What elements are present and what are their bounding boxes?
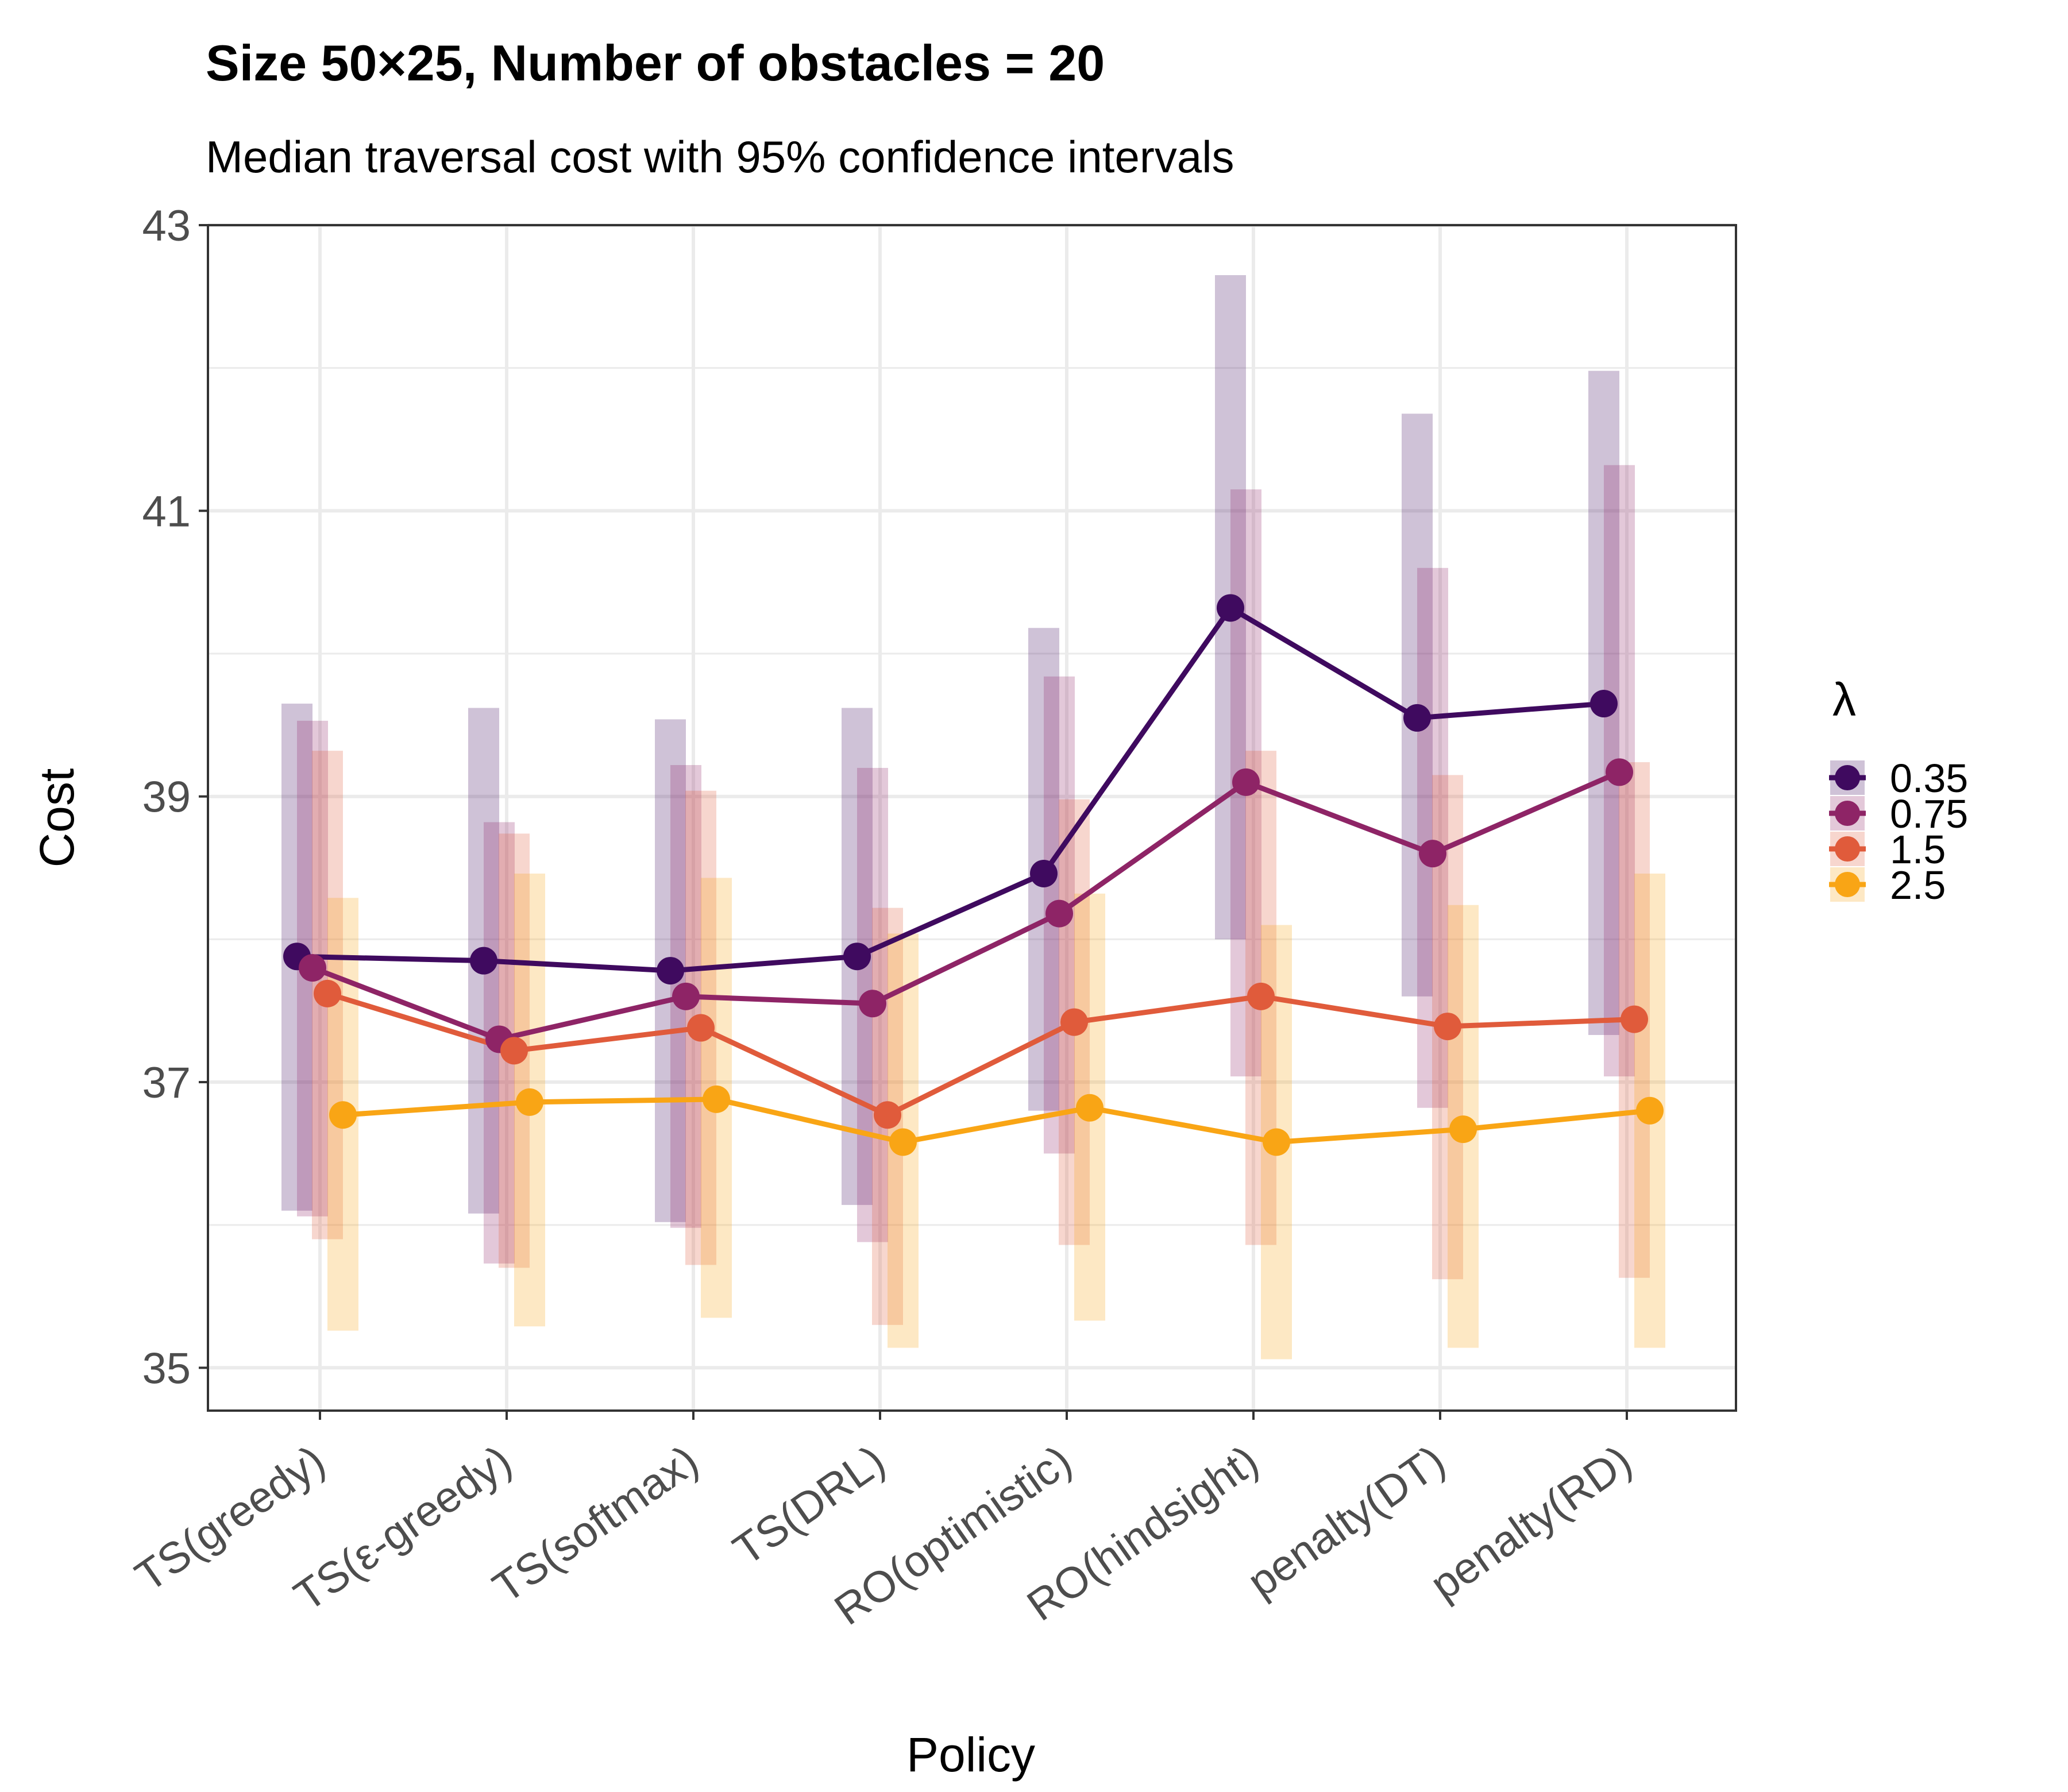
data-point: [1263, 1128, 1290, 1156]
x-axis-title: Policy: [906, 1728, 1035, 1782]
data-point: [1030, 859, 1058, 887]
data-point: [1449, 1115, 1477, 1144]
data-point: [703, 1085, 730, 1113]
data-point: [1419, 840, 1446, 868]
data-point: [1636, 1096, 1664, 1125]
series-line: [311, 770, 1621, 1042]
y-tick-label: 43: [142, 202, 191, 250]
data-point: [1045, 899, 1073, 928]
legend-label: 1.5: [1890, 827, 1946, 872]
y-axis-title: Cost: [30, 768, 84, 868]
x-tick-label: penalty(DT): [1239, 1436, 1454, 1606]
legend-label: 0.75: [1890, 791, 1968, 836]
legend-key-point: [1835, 836, 1860, 862]
y-axis: 35 37 39 41 43: [142, 202, 208, 1393]
plot-border: [207, 224, 1737, 1412]
grid-minor: [208, 367, 1736, 1226]
data-point: [299, 954, 326, 982]
data-point: [672, 982, 700, 1010]
data-point: [516, 1088, 543, 1116]
data-point: [1060, 1008, 1088, 1036]
data-point: [329, 1101, 357, 1129]
data-point: [1247, 982, 1275, 1010]
x-tick-label: penalty(RD): [1422, 1436, 1641, 1609]
y-tick-label: 37: [142, 1059, 191, 1107]
legend-key-point: [1835, 801, 1860, 826]
data-point: [1232, 768, 1260, 796]
y-tick-label: 39: [142, 773, 191, 822]
data-point: [889, 1128, 917, 1156]
chart-subtitle: Median traversal cost with 95% confidenc…: [206, 132, 1234, 182]
x-axis: TS(greedy)TS(ε-greedy)TS(softmax) TS(DRL)…: [127, 1411, 1641, 1635]
data-point: [314, 979, 341, 1007]
x-tick-label: TS(DRL): [724, 1436, 893, 1575]
series-lines: [296, 605, 1650, 1145]
data-point: [1076, 1094, 1104, 1122]
x-tick-label: TS(softmax): [484, 1436, 707, 1612]
data-point: [500, 1037, 528, 1065]
data-point: [843, 943, 871, 971]
legend-label: 2.5: [1890, 863, 1946, 907]
data-point: [1403, 704, 1431, 732]
grid-major: [208, 223, 1736, 1411]
data-point: [657, 957, 684, 985]
legend: λ 0.350.751.52.5: [1829, 674, 1968, 907]
data-point: [859, 990, 886, 1018]
series-line: [342, 1096, 1650, 1145]
y-tick-label: 35: [142, 1344, 191, 1393]
data-point: [1621, 1005, 1648, 1033]
data-point: [1434, 1013, 1461, 1041]
plot-background: [208, 225, 1736, 1411]
legend-label: 0.35: [1890, 756, 1968, 801]
data-point: [1217, 594, 1244, 622]
data-point: [874, 1101, 901, 1129]
legend-title: λ: [1832, 674, 1856, 726]
legend-key-point: [1835, 765, 1860, 790]
series-line: [296, 605, 1604, 974]
legend-key-point: [1835, 872, 1860, 897]
series-line: [326, 991, 1635, 1118]
data-point: [1590, 690, 1618, 718]
series-points: [283, 594, 1664, 1156]
data-point: [687, 1014, 715, 1042]
chart-title: Size 50×25, Number of obstacles = 20: [206, 34, 1105, 91]
y-tick-label: 41: [142, 487, 191, 536]
data-point: [470, 947, 497, 975]
data-point: [1606, 758, 1633, 786]
